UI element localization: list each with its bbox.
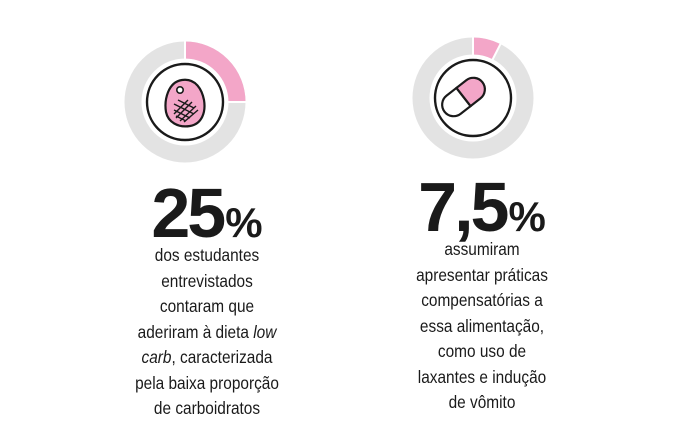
description-line: de carboidratos xyxy=(99,396,315,422)
description-line: de vômito xyxy=(387,390,577,416)
description-text: dos estudantes xyxy=(154,245,260,265)
description-italic-text: low xyxy=(253,321,277,342)
description-text: entrevistados xyxy=(161,270,253,291)
description-text: apresentar práticas xyxy=(416,264,548,285)
description-text: , caracterizada xyxy=(171,347,273,367)
description-line: apresentar práticas xyxy=(387,263,577,289)
stat-number: 7,5 xyxy=(418,168,509,246)
description-text: pela baixa proporção xyxy=(135,372,279,393)
description-text: de vômito xyxy=(448,392,516,412)
stat-value: 7,5% xyxy=(374,172,590,242)
description-text: aderiram à dieta xyxy=(137,321,254,342)
description-line: laxantes e indução xyxy=(387,365,577,391)
description-text: como uso de xyxy=(437,341,527,361)
steak-icon xyxy=(164,78,206,128)
stat-value: 25% xyxy=(84,178,330,248)
donut-slice-separator xyxy=(491,42,502,61)
description-text: compensatórias a xyxy=(421,290,543,310)
description-line: dos estudantes xyxy=(99,243,315,269)
stat-description: dos estudantes entrevistados contaram que a… xyxy=(99,243,315,422)
donut-chart-low-carb xyxy=(124,40,247,163)
description-text: de carboidratos xyxy=(153,398,261,418)
percent-sign: % xyxy=(225,199,263,246)
description-line: aderiram à dieta low xyxy=(99,320,315,346)
description-line: como uso de xyxy=(387,339,577,365)
pill-capsule-icon xyxy=(441,76,486,118)
stat-description: assumiram apresentar práticas compensatóri… xyxy=(387,237,577,416)
description-line: compensatórias a xyxy=(387,288,577,314)
percent-sign: % xyxy=(508,193,546,240)
description-text: laxantes e indução xyxy=(417,366,547,387)
description-line: pela baixa proporção xyxy=(99,371,315,397)
description-italic-text: carb xyxy=(141,347,172,367)
donut-chart-compensatory xyxy=(412,36,534,159)
description-line: contaram que xyxy=(99,294,315,320)
description-line: carb, caracterizada xyxy=(99,345,315,371)
description-text: assumiram xyxy=(444,239,520,259)
stat-number: 25 xyxy=(151,174,226,252)
description-text: contaram que xyxy=(159,296,255,316)
description-text: essa alimentação, xyxy=(419,315,545,336)
description-line: assumiram xyxy=(387,237,577,263)
description-line: essa alimentação, xyxy=(387,314,577,340)
description-line: entrevistados xyxy=(99,269,315,295)
